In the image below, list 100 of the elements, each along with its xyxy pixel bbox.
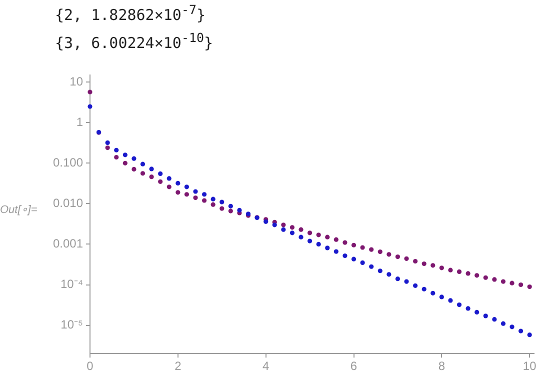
point xyxy=(210,202,216,207)
point xyxy=(298,227,304,232)
point xyxy=(281,227,286,232)
point xyxy=(413,258,418,264)
point xyxy=(351,256,356,262)
x-tick-label: 0 xyxy=(86,359,94,374)
point xyxy=(334,249,338,254)
point xyxy=(510,324,514,330)
point xyxy=(290,230,295,236)
x-tick-label: 6 xyxy=(350,359,358,374)
point xyxy=(527,284,532,290)
point xyxy=(422,286,426,292)
x-tick-label: 2 xyxy=(174,359,182,374)
point xyxy=(298,234,304,240)
point xyxy=(210,196,216,202)
point xyxy=(510,280,514,286)
x-tick-label: 4 xyxy=(262,359,270,374)
point xyxy=(360,260,365,266)
point xyxy=(290,225,295,230)
point xyxy=(140,171,146,176)
point xyxy=(105,140,110,146)
point xyxy=(413,283,418,288)
point xyxy=(448,298,453,303)
point xyxy=(176,190,180,195)
point xyxy=(342,253,348,258)
point xyxy=(132,156,136,161)
point xyxy=(281,222,286,228)
point xyxy=(456,269,462,274)
point xyxy=(386,272,392,277)
point xyxy=(395,254,400,260)
y-tick-label: 0.010 xyxy=(52,196,84,210)
point xyxy=(492,317,497,322)
point xyxy=(166,184,172,190)
point xyxy=(378,268,382,274)
point xyxy=(220,206,224,211)
point xyxy=(193,189,198,194)
text: Out[∘]= xyxy=(0,203,38,216)
point xyxy=(430,263,436,268)
point xyxy=(149,174,154,180)
point xyxy=(500,279,506,284)
point xyxy=(325,234,330,240)
point xyxy=(369,247,374,252)
point xyxy=(316,242,321,247)
point xyxy=(369,264,374,269)
y-tick-label: 10⁻⁴ xyxy=(60,277,83,292)
point xyxy=(184,192,190,197)
point xyxy=(308,238,312,244)
point xyxy=(316,232,321,238)
text: {2, 1.82862×10$^{-7}$} xyxy=(55,2,206,24)
point xyxy=(158,171,163,176)
y-tick-label: 10⁻⁵ xyxy=(60,318,84,332)
point xyxy=(500,321,506,326)
x-tick-label: 10 xyxy=(522,359,537,374)
point xyxy=(342,240,348,245)
x-tick-label: 8 xyxy=(438,359,446,374)
point xyxy=(439,294,444,300)
point xyxy=(439,266,444,270)
y-tick-label: 0.100 xyxy=(52,155,84,170)
point xyxy=(184,184,190,190)
point xyxy=(518,282,524,288)
point xyxy=(430,290,436,296)
point xyxy=(456,302,462,308)
point xyxy=(202,192,207,197)
point xyxy=(386,252,392,257)
point xyxy=(149,166,154,172)
point xyxy=(351,242,356,248)
point xyxy=(220,200,224,204)
point xyxy=(132,166,136,172)
point xyxy=(404,256,409,261)
point xyxy=(448,268,453,272)
point xyxy=(228,204,233,208)
point xyxy=(176,180,180,186)
point xyxy=(474,310,480,315)
point xyxy=(158,179,163,184)
point xyxy=(527,332,532,338)
point xyxy=(466,271,470,276)
point xyxy=(122,152,128,158)
y-tick-label: 0.001 xyxy=(52,236,84,251)
point xyxy=(114,148,119,152)
y-tick-label: 1 xyxy=(76,114,84,129)
point xyxy=(518,328,524,334)
point xyxy=(166,176,172,181)
point xyxy=(272,222,277,228)
point xyxy=(193,195,198,200)
point xyxy=(228,208,233,214)
point xyxy=(88,104,92,109)
point xyxy=(466,306,470,311)
point xyxy=(122,160,128,166)
point xyxy=(492,277,497,282)
point xyxy=(114,154,119,160)
point xyxy=(237,208,242,213)
point xyxy=(360,245,365,250)
point xyxy=(483,275,488,280)
point xyxy=(378,250,382,254)
point xyxy=(325,246,330,250)
point xyxy=(474,273,480,278)
point xyxy=(422,261,426,266)
point xyxy=(105,145,110,150)
point xyxy=(202,198,207,203)
point xyxy=(88,90,92,94)
